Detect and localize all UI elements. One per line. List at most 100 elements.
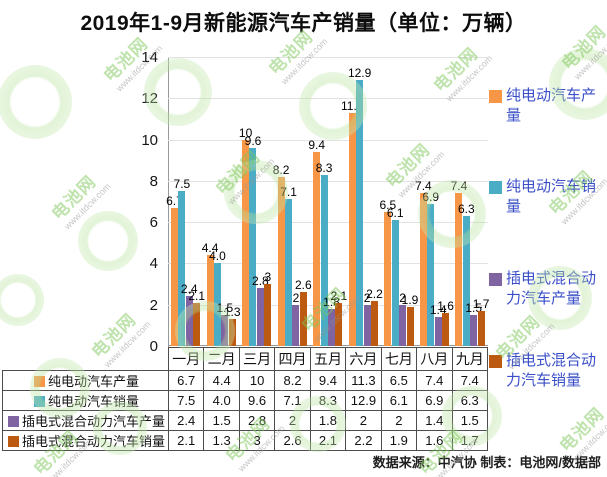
value-cell: 3: [238, 430, 276, 451]
table-header-row: 一月 二月 三月 四月 五月 六月 七月 八月 九月: [3, 347, 488, 371]
legend-item: 插电式混合动力汽车产量: [489, 269, 605, 309]
month-header-cell: 五月: [309, 347, 347, 371]
bar-value-label: 1.3: [223, 305, 241, 320]
month-header-cell: 八月: [416, 347, 453, 371]
chart-bar: [213, 263, 221, 346]
chart-bar: [256, 288, 264, 346]
chart-bar: [455, 193, 463, 346]
bar-value-label: 8.2: [272, 162, 290, 177]
legend-swatch: [489, 273, 502, 286]
y-axis-tick-label: 8: [149, 172, 158, 190]
chart-bar: [470, 315, 478, 346]
plot-area: 6.7 7.5 2.4 2.1 4.4 4.0 1.5 1.3 10 9.6 2.8 3 8.2 7.1 2…: [166, 57, 489, 346]
chart-bar: [434, 317, 442, 346]
bar-value-label: 7.4: [415, 179, 432, 194]
value-cell: 6.3: [451, 390, 488, 411]
chart-bar: [170, 207, 178, 346]
value-cell: 8.3: [309, 390, 347, 411]
month-header-cell: 一月: [167, 347, 205, 371]
value-cell: 6.5: [380, 370, 418, 391]
y-axis-tick-label: 6: [149, 214, 158, 232]
bar-value-label: 2.1: [188, 288, 206, 303]
legend-label: 纯电动汽车产量: [506, 87, 597, 124]
chart-bar: [292, 304, 300, 346]
bar-value-label: 9.6: [244, 133, 262, 148]
chart-bar: [335, 302, 343, 346]
bar-value-label: 2: [292, 290, 300, 305]
y-axis-tick-label: 2: [149, 296, 158, 314]
legend-label: 插电式混合动力汽车销量: [506, 352, 597, 389]
bar-value-label: 6.9: [422, 189, 440, 204]
value-cell: 8.2: [274, 370, 311, 391]
value-cell: 2.6: [274, 430, 311, 451]
legend-swatch: [489, 181, 502, 194]
value-cell: 1.9: [380, 430, 418, 451]
value-cell: 2.8: [238, 410, 276, 431]
month-header-cell: 六月: [345, 347, 382, 371]
value-cell: 7.4: [451, 370, 488, 391]
value-cell: 12.9: [345, 390, 382, 411]
watermark-url: www.itdcw.com: [62, 181, 113, 232]
chart-bar: [320, 174, 328, 346]
chart-bar: [356, 79, 364, 346]
value-cell: 2.2: [345, 430, 382, 451]
y-axis-tick-label: 14: [141, 49, 158, 66]
series-swatch-icon: [7, 416, 19, 427]
value-cell: 2: [380, 410, 418, 431]
value-cell: 6.9: [416, 390, 453, 411]
bar-value-label: 6.1: [386, 206, 404, 221]
chart-bar: [391, 220, 399, 346]
bar-value-label: 7.5: [173, 177, 191, 192]
chart-bar: [477, 310, 485, 346]
value-cell: 2.4: [167, 410, 205, 431]
gridline: [168, 180, 488, 182]
value-cell: 1.7: [451, 430, 488, 451]
bar-value-label: 3: [264, 270, 272, 285]
bar-value-label: 2: [363, 290, 371, 305]
bar-value-label: 6.5: [379, 197, 397, 212]
value-cell: 4.0: [203, 390, 240, 411]
value-cell: 11.3: [345, 370, 382, 391]
legend-item: 纯电动汽车销量: [489, 177, 605, 217]
value-cell: 9.6: [238, 390, 276, 411]
watermark-url: www.itdcw.com: [572, 31, 607, 82]
legend-swatch: [489, 355, 502, 368]
table-corner-cell: [3, 348, 169, 371]
chart-bar: [462, 215, 470, 346]
bar-value-label: 4.0: [209, 249, 226, 264]
month-header-cell: 三月: [238, 347, 276, 371]
bar-value-label: 4.4: [201, 241, 219, 256]
chart-bar: [442, 312, 450, 346]
gridline: [168, 139, 488, 141]
y-axis-line: [168, 57, 169, 347]
bar-value-label: 7.1: [280, 185, 297, 200]
chart-bar: [178, 191, 186, 346]
series-swatch-icon: [33, 396, 45, 407]
value-cell: 1.3: [203, 430, 240, 451]
legend-swatch: [489, 90, 502, 103]
gridline: [168, 304, 488, 306]
value-cell: 1.8: [309, 410, 347, 431]
chart-bar: [206, 255, 214, 346]
value-cell: 2.1: [167, 430, 205, 451]
value-cell: 1.4: [416, 410, 453, 431]
series-swatch-icon: [33, 376, 45, 387]
bar-value-label: 6.3: [457, 201, 475, 216]
legend-item: 纯电动汽车产量: [489, 86, 605, 126]
data-table: 一月 二月 三月 四月 五月 六月 七月 八月 九月 纯电动汽车产量 6.7 4.4 10 8.2 9.4 1…: [2, 347, 488, 451]
chart-bar: [285, 199, 293, 346]
legend-label: 纯电动汽车销量: [506, 178, 597, 215]
chart-bar: [242, 139, 250, 346]
chart-bar: [193, 302, 201, 346]
month-header-cell: 九月: [451, 347, 488, 371]
bar-value-label: 12.9: [347, 65, 372, 80]
bar-value-label: 2.2: [366, 286, 383, 301]
chart-bar: [185, 296, 193, 346]
value-cell: 7.4: [416, 370, 453, 391]
month-header-cell: 二月: [203, 347, 240, 371]
watermark-brand: 电池网: [48, 172, 100, 224]
chart-bar: [427, 203, 435, 346]
legend-label: 插电式混合动力汽车产量: [506, 270, 597, 307]
bar-value-label: 7.4: [450, 179, 468, 194]
